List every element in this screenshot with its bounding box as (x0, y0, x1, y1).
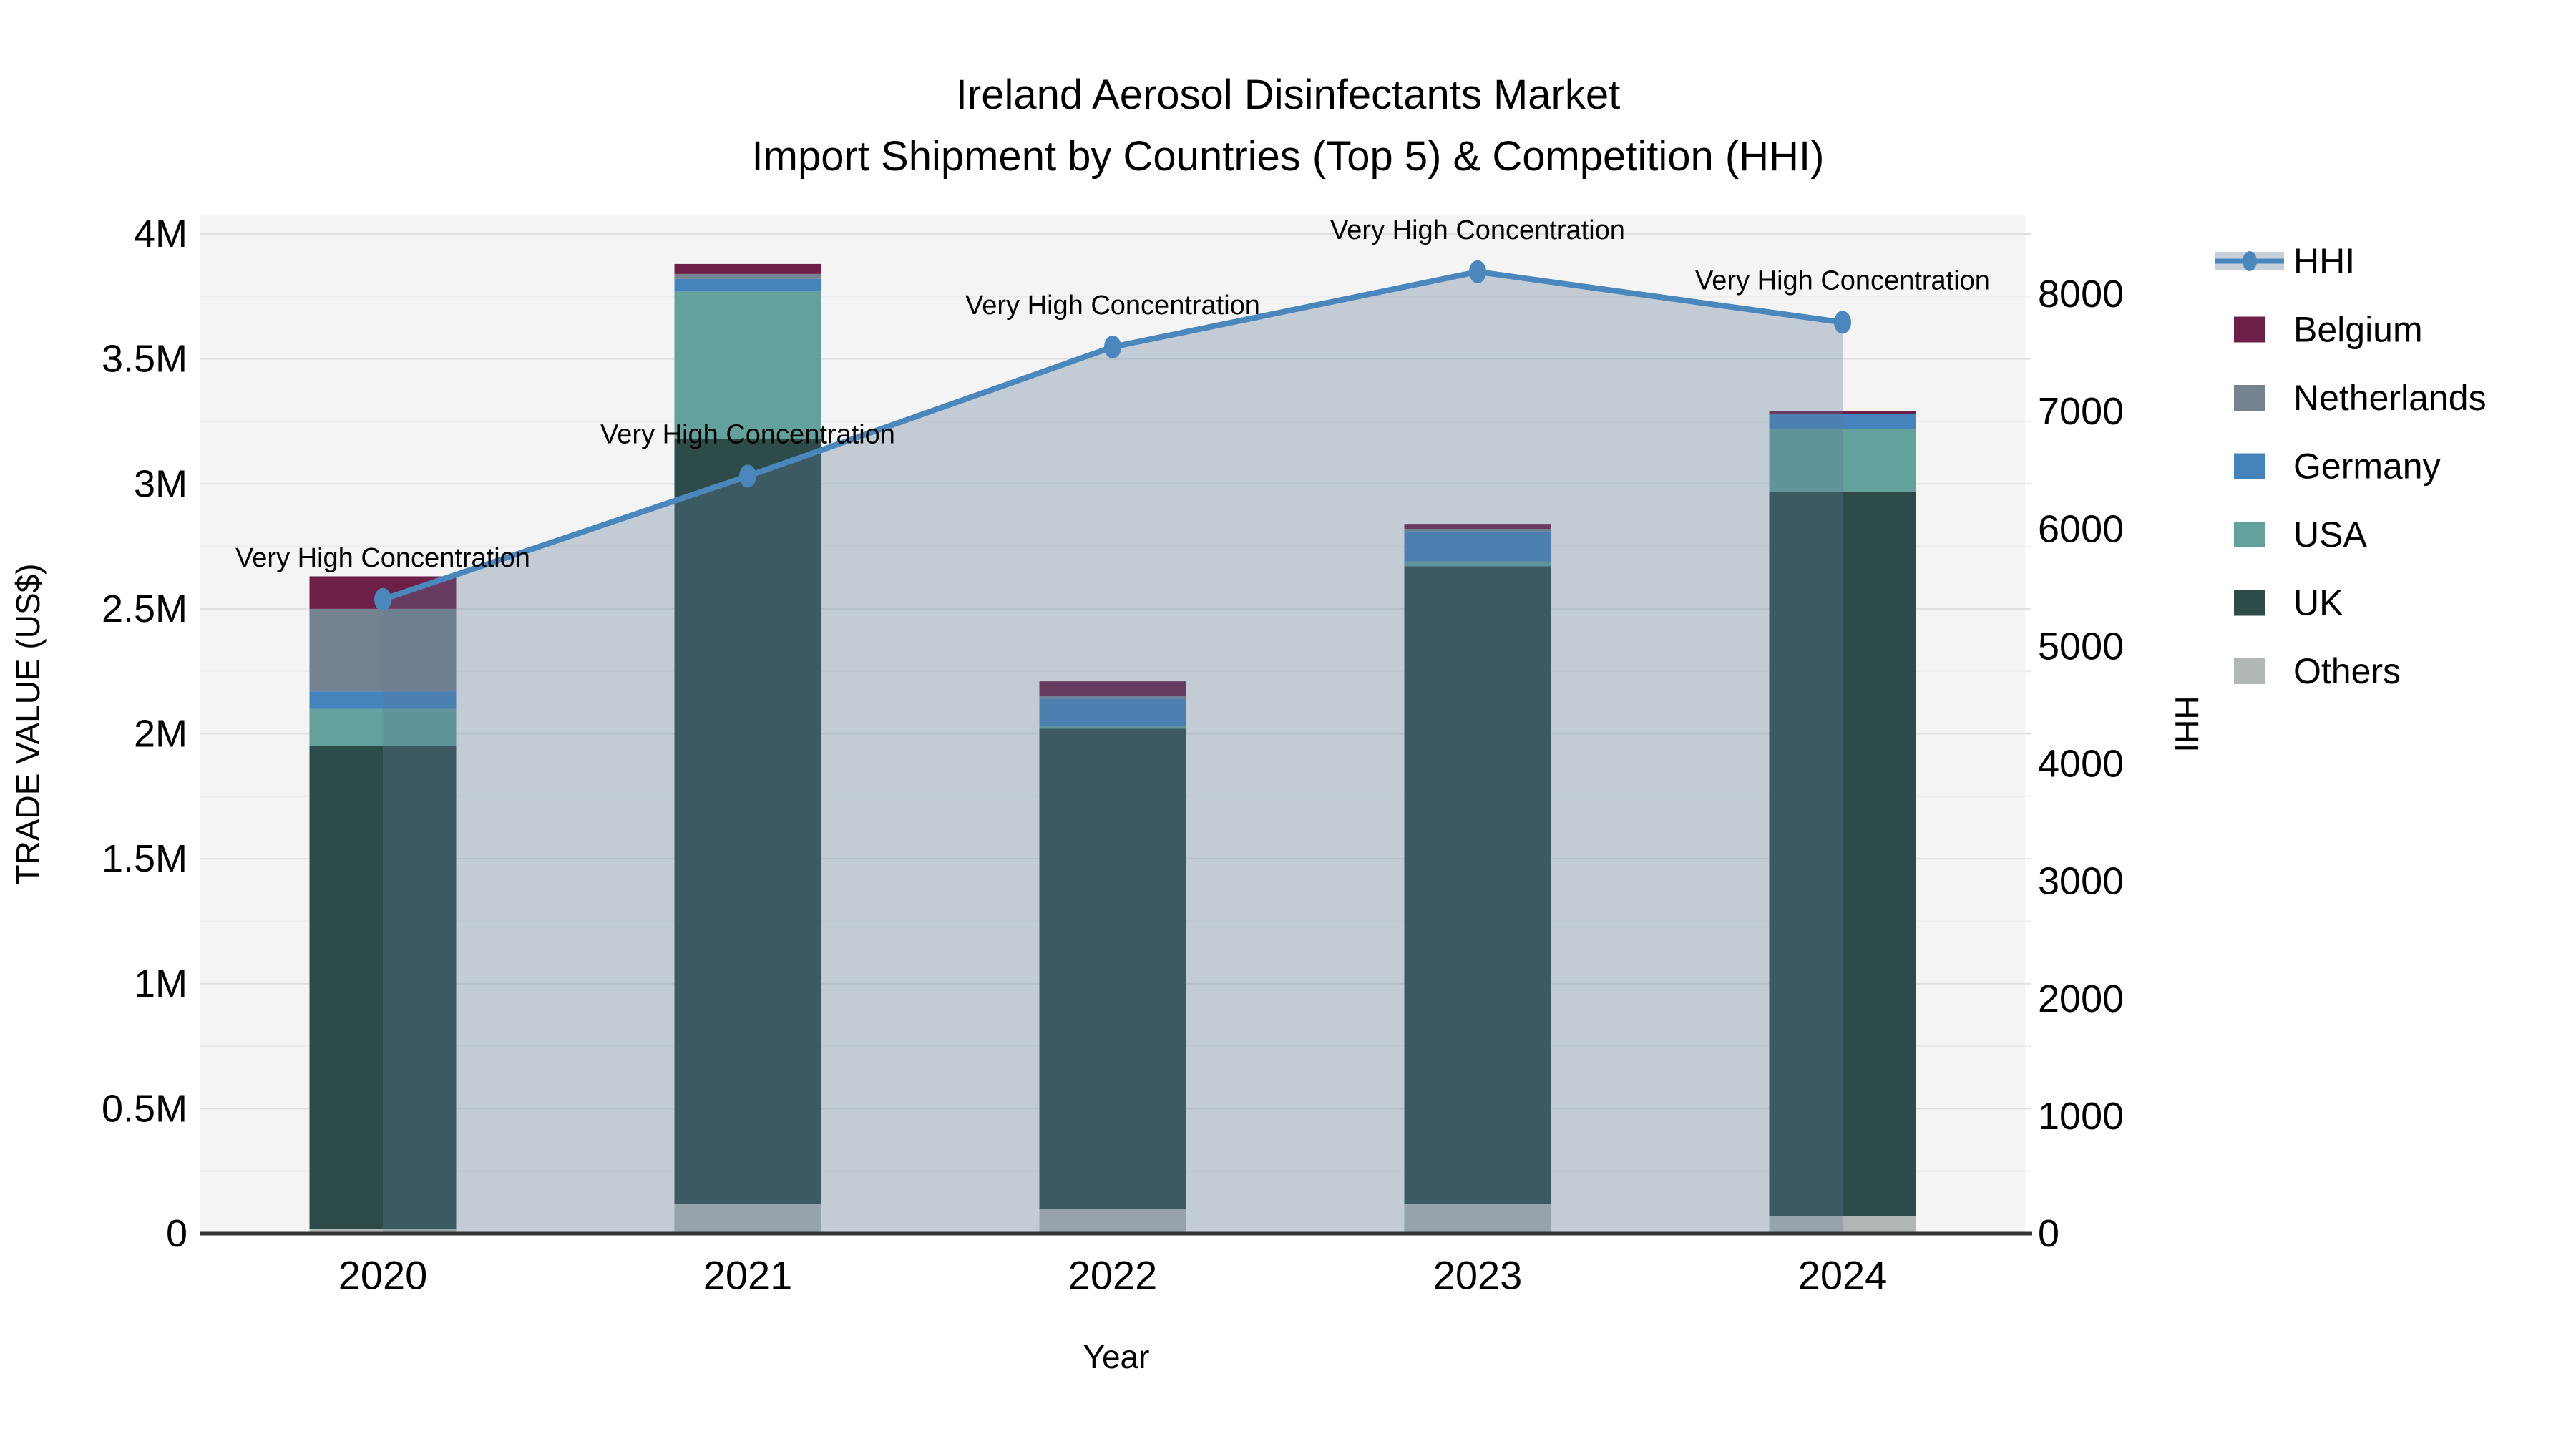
legend-swatch-germany (2234, 453, 2265, 479)
right-tick-label: 7000 (2038, 390, 2124, 433)
annotation-2022: Very High Concentration (965, 291, 1260, 321)
bar-segment-uk-2024 (1769, 491, 1916, 1216)
gridlines (200, 233, 2031, 1172)
legend-swatch-netherlands (2234, 385, 2265, 411)
bar-segment-germany-2024 (1769, 414, 1916, 429)
bar-segment-others-2020 (309, 1229, 457, 1234)
legend-swatch-others (2234, 658, 2265, 684)
chart-title-line2: Import Shipment by Countries (Top 5) & C… (752, 133, 1825, 180)
bar-segment-germany-2022 (1039, 698, 1186, 727)
annotation-2020: Very High Concentration (235, 543, 530, 573)
right-tick-label: 8000 (2038, 273, 2124, 316)
bar-segment-belgium-2021 (674, 263, 821, 274)
legend-hhi-marker-icon (2243, 251, 2257, 271)
bar-segment-netherlands-2021 (674, 273, 821, 279)
bar-segment-usa-2024 (1769, 429, 1916, 492)
legend-label-netherlands: Netherlands (2293, 378, 2487, 418)
bar-segment-others-2024 (1769, 1216, 1916, 1234)
right-tick-label: 2000 (2038, 977, 2124, 1020)
legend-item-others: Others (2234, 651, 2401, 691)
left-tick-label: 3.5M (102, 338, 187, 381)
bar-segment-uk-2022 (1039, 728, 1186, 1209)
bar-segment-others-2022 (1039, 1209, 1186, 1234)
bar-segment-germany-2020 (309, 691, 457, 709)
legend-label-uk: UK (2293, 583, 2343, 623)
right-tick-label: 0 (2038, 1212, 2059, 1255)
right-tick-label: 5000 (2038, 625, 2124, 668)
legend-item-germany: Germany (2234, 447, 2441, 487)
left-tick-label: 0 (166, 1212, 187, 1255)
bar-segment-usa-2022 (1039, 726, 1186, 729)
legend-label-hhi: HHI (2293, 241, 2355, 281)
x-tick-label-2022: 2022 (1068, 1253, 1158, 1298)
legend: HHI Belgium Netherlands Germany USA UK Others (2215, 241, 2487, 691)
bar-segment-uk-2021 (674, 439, 821, 1204)
x-tick-label-2020: 2020 (338, 1253, 428, 1298)
right-tick-label: 1000 (2038, 1095, 2124, 1138)
x-tick-label-2024: 2024 (1798, 1253, 1888, 1298)
bar-segment-netherlands-2022 (1039, 696, 1186, 699)
annotation-2024: Very High Concentration (1695, 265, 1990, 296)
annotations: Very High Concentration Very High Concent… (235, 215, 1990, 573)
left-tick-label: 2.5M (102, 587, 187, 630)
legend-swatch-belgium (2234, 316, 2265, 343)
bar-segment-belgium-2022 (1039, 681, 1186, 697)
legend-swatch-uk (2234, 590, 2265, 616)
legend-item-netherlands: Netherlands (2234, 378, 2487, 418)
left-tick-label: 1M (134, 962, 187, 1005)
hhi-area (383, 271, 1843, 1234)
left-tick-label: 0.5M (102, 1087, 187, 1130)
legend-label-germany: Germany (2293, 447, 2441, 487)
legend-item-hhi: HHI (2215, 241, 2355, 281)
legend-item-belgium: Belgium (2234, 310, 2423, 350)
bar-segment-netherlands-2020 (309, 608, 457, 692)
legend-item-uk: UK (2234, 583, 2343, 623)
bar-segment-others-2021 (674, 1204, 821, 1234)
bar-segment-usa-2023 (1404, 561, 1551, 567)
hhi-markers (374, 260, 1851, 611)
hhi-marker-2020 (374, 587, 391, 611)
bar-segment-germany-2021 (674, 278, 821, 292)
bar-segment-belgium-2024 (1769, 411, 1916, 414)
left-tick-label: 1.5M (102, 837, 187, 880)
x-tick-label-2023: 2023 (1433, 1253, 1523, 1298)
hhi-marker-2023 (1469, 260, 1486, 283)
legend-label-belgium: Belgium (2293, 310, 2423, 350)
legend-label-others: Others (2293, 651, 2401, 691)
hhi-marker-2022 (1104, 335, 1121, 358)
annotation-2023: Very High Concentration (1330, 215, 1625, 245)
legend-swatch-usa (2234, 522, 2265, 547)
chart-title-line1: Ireland Aerosol Disinfectants Market (956, 72, 1620, 118)
x-tick-label-2021: 2021 (703, 1253, 793, 1298)
bar-segment-others-2023 (1404, 1204, 1551, 1234)
right-tick-label: 4000 (2038, 743, 2124, 786)
x-axis-ticks: 2020 2021 2022 2023 2024 (338, 1253, 1888, 1298)
left-axis-ticks: 0 0.5M 1M 1.5M 2M 2.5M 3M 3.5M 4M (102, 213, 187, 1255)
left-axis-title: TRADE VALUE (US$) (9, 563, 47, 884)
x-axis-title: Year (1083, 1338, 1150, 1375)
bar-segment-usa-2021 (674, 291, 821, 439)
right-tick-label: 3000 (2038, 860, 2124, 903)
left-tick-label: 4M (134, 213, 187, 255)
bar-segment-uk-2020 (309, 746, 457, 1229)
right-axis-ticks: 0 1000 2000 3000 4000 5000 6000 7000 8000 (2038, 273, 2124, 1255)
bar-segment-uk-2023 (1404, 566, 1551, 1204)
right-axis-title: HHI (2168, 696, 2205, 752)
bar-segment-germany-2023 (1404, 531, 1551, 562)
bar-segment-belgium-2023 (1404, 524, 1551, 530)
bar-segment-netherlands-2023 (1404, 529, 1551, 532)
legend-item-usa: USA (2234, 514, 2367, 555)
bar-segment-usa-2020 (309, 708, 457, 746)
hhi-marker-2024 (1834, 311, 1851, 334)
left-tick-label: 3M (134, 462, 187, 505)
legend-label-usa: USA (2293, 514, 2367, 555)
right-tick-label: 6000 (2038, 507, 2124, 550)
hhi-area-fill (383, 271, 1843, 1234)
annotation-2021: Very High Concentration (600, 419, 895, 449)
left-tick-label: 2M (134, 713, 187, 756)
hhi-marker-2021 (739, 464, 756, 488)
